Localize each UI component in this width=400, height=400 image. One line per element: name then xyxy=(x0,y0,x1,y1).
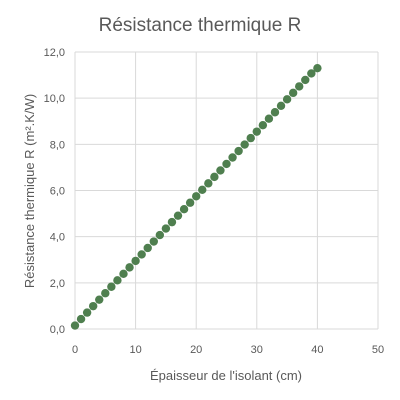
data-point xyxy=(131,256,140,266)
x-tick-label: 40 xyxy=(311,344,323,356)
x-tick-label: 30 xyxy=(251,344,263,356)
x-tick-label: 20 xyxy=(190,344,202,356)
data-point xyxy=(270,108,280,117)
data-point xyxy=(264,114,274,123)
data-point xyxy=(70,321,80,330)
y-tick-label: 2,0 xyxy=(50,278,65,290)
y-axis-label: Résistance thermique R (m².K/W) xyxy=(22,94,37,288)
tick-layer: 0 10 20 30 40 50 0,0 2,0 4,0 6,0 8,0 10,0 12,0 xyxy=(44,47,385,356)
data-point xyxy=(313,63,322,73)
x-tick-label: 10 xyxy=(129,344,141,356)
data-point xyxy=(88,301,98,311)
data-point xyxy=(179,204,189,214)
point-layer xyxy=(70,63,322,330)
data-point xyxy=(107,282,116,291)
data-point xyxy=(210,172,219,182)
data-point xyxy=(198,185,207,195)
data-point xyxy=(125,263,134,272)
y-tick-label: 12,0 xyxy=(44,47,65,59)
data-point xyxy=(240,140,249,149)
data-point xyxy=(101,289,110,298)
data-point xyxy=(95,295,104,304)
data-point xyxy=(76,314,86,324)
data-point xyxy=(222,159,231,169)
y-tick-label: 8,0 xyxy=(50,139,65,151)
data-point xyxy=(307,69,316,78)
y-tick-label: 0,0 xyxy=(50,324,65,336)
data-point xyxy=(119,269,128,279)
data-point xyxy=(155,230,165,240)
data-point xyxy=(234,146,243,156)
data-point xyxy=(295,82,304,91)
data-point xyxy=(149,237,158,246)
data-point xyxy=(276,101,286,110)
data-point xyxy=(204,179,213,188)
x-axis-label: Épaisseur de l'isolant (cm) xyxy=(150,368,302,383)
data-point xyxy=(167,217,177,227)
data-point xyxy=(137,250,146,259)
y-tick-label: 6,0 xyxy=(50,186,65,198)
y-tick-label: 10,0 xyxy=(44,93,65,105)
data-point xyxy=(246,133,255,143)
y-tick-label: 4,0 xyxy=(50,232,65,244)
data-point xyxy=(301,75,310,85)
data-point xyxy=(161,224,171,233)
chart-title: Résistance thermique R xyxy=(99,15,302,36)
data-point xyxy=(113,276,122,285)
x-tick-label: 50 xyxy=(372,344,384,356)
data-point xyxy=(288,88,298,98)
data-point xyxy=(252,127,261,136)
x-tick-label: 0 xyxy=(72,344,78,356)
data-point xyxy=(282,95,292,104)
data-point xyxy=(228,153,237,162)
grid-layer xyxy=(74,51,379,330)
data-point xyxy=(185,198,195,207)
data-point xyxy=(216,166,225,175)
data-point xyxy=(143,243,152,253)
data-point xyxy=(173,211,183,220)
data-point xyxy=(192,192,201,201)
data-point xyxy=(258,120,268,130)
data-point xyxy=(82,308,92,317)
